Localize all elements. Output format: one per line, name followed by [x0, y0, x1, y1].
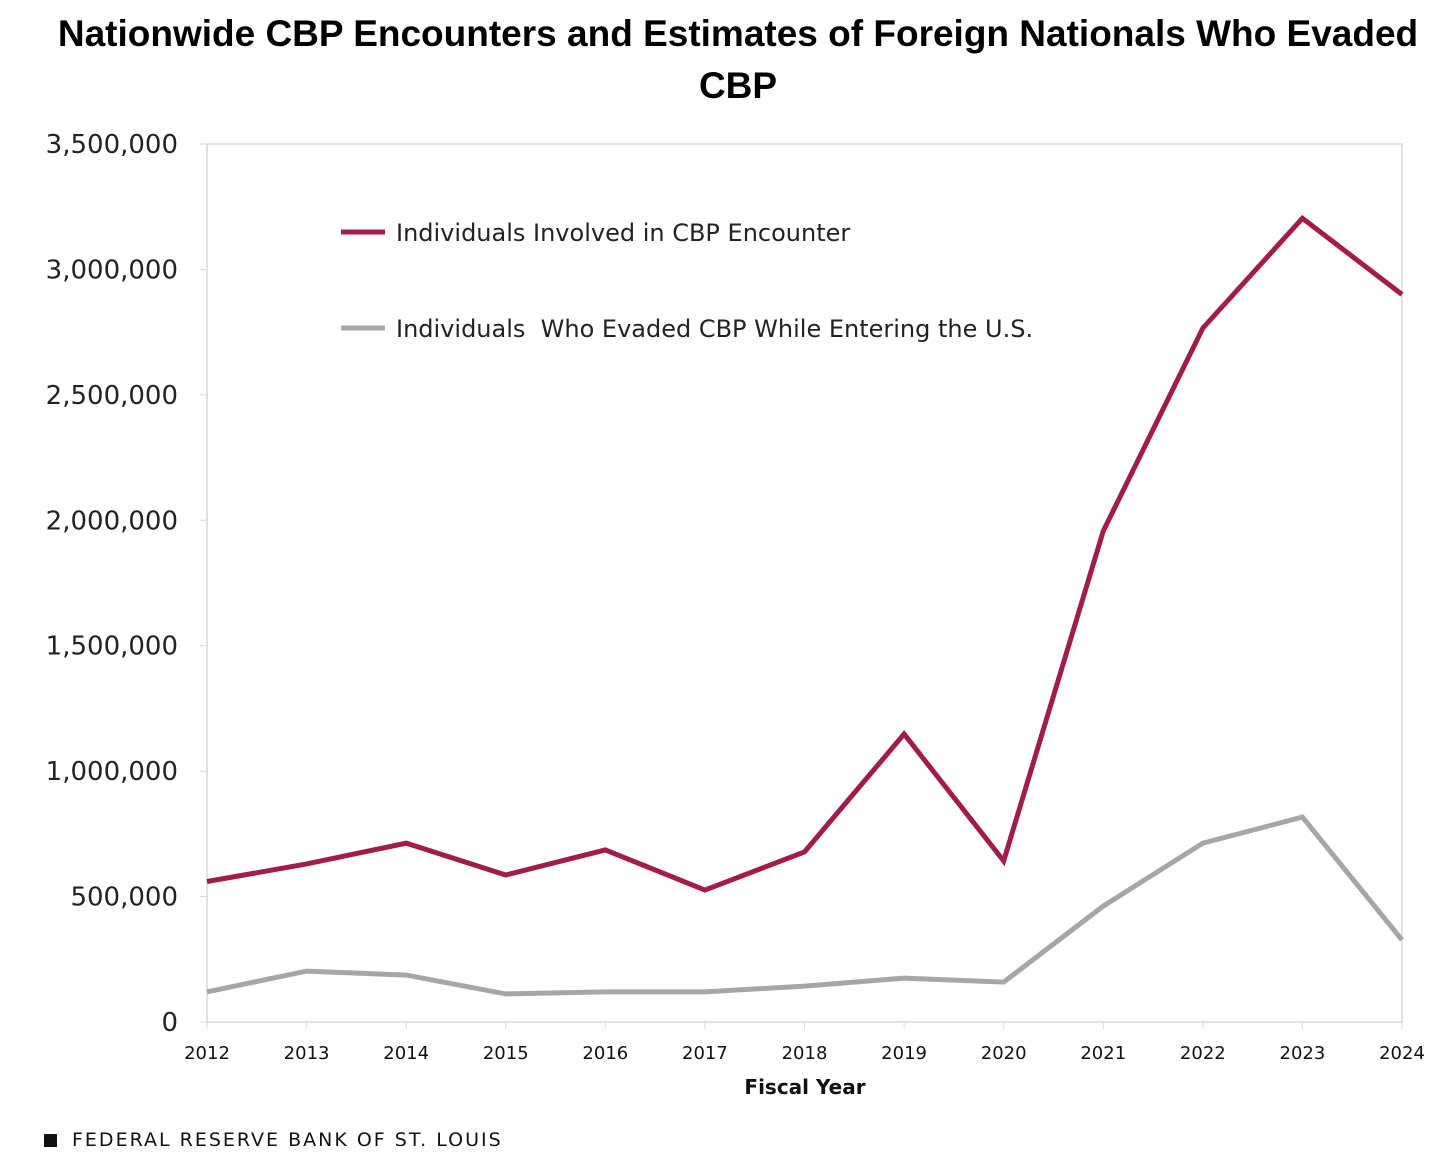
series-line-evaded: [206, 814, 1404, 997]
y-tick-label: 0: [161, 1008, 178, 1038]
legend: Individuals Involved in CBP Encounter In…: [341, 219, 1033, 343]
x-tick-label: 2021: [1080, 1043, 1126, 1064]
x-axis-label: Fiscal Year: [744, 1075, 865, 1099]
y-tick-label: 3,500,000: [46, 130, 178, 160]
x-tick-label: 2022: [1180, 1043, 1226, 1064]
square-icon: [44, 1133, 57, 1147]
y-tick-label: 1,500,000: [46, 632, 178, 662]
x-tick-label: 2023: [1280, 1043, 1326, 1064]
y-tick-label: 500,000: [70, 883, 178, 913]
x-tick-label: 2013: [284, 1043, 330, 1064]
chart-title: Nationwide CBP Encounters and Estimates …: [57, 13, 1419, 106]
x-tick-label: 2018: [782, 1043, 828, 1064]
x-tick-label: 2017: [682, 1043, 728, 1064]
footer-text: FEDERAL RESERVE BANK OF ST. LOUIS: [72, 1129, 503, 1151]
x-tick-label: 2019: [881, 1043, 927, 1064]
x-tick-label: 2016: [582, 1043, 628, 1064]
x-tick-label: 2024: [1379, 1043, 1425, 1064]
y-tick-label: 2,500,000: [46, 381, 178, 411]
y-tick-label: 1,000,000: [46, 757, 178, 787]
legend-label-evaded: Individuals Who Evaded CBP While Enterin…: [396, 315, 1033, 343]
legend-label-encounters: Individuals Involved in CBP Encounter: [396, 219, 850, 247]
plot-area: [206, 143, 1403, 1023]
x-tick-label: 2014: [383, 1043, 429, 1064]
x-tick-label: 2015: [483, 1043, 529, 1064]
x-tick-label: 2012: [184, 1043, 230, 1064]
x-tick-label: 2020: [981, 1043, 1027, 1064]
y-tick-label: 2,000,000: [46, 506, 178, 536]
source-footer: FEDERAL RESERVE BANK OF ST. LOUIS: [44, 1129, 503, 1151]
y-tick-label: 3,000,000: [46, 255, 178, 285]
